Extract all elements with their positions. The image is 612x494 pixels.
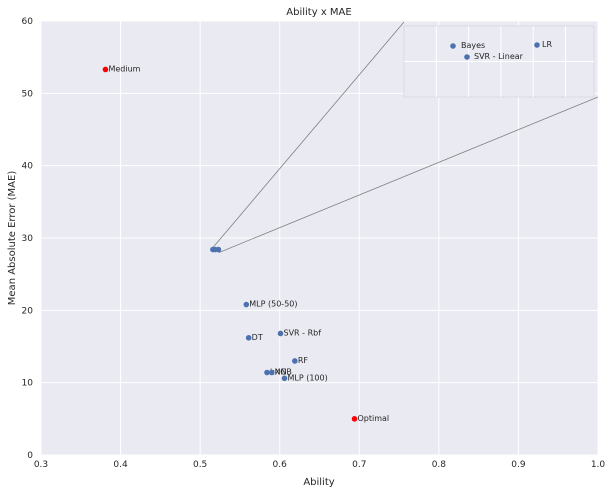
data-point-label: RF: [298, 356, 309, 365]
zoom-connector-line: [218, 96, 599, 253]
x-tick-label: 0.7: [352, 460, 366, 470]
y-axis-title: Mean Absolute Error (MAE): [7, 171, 18, 306]
y-tick-label: 0: [27, 451, 33, 461]
x-tick-label: 0.9: [511, 460, 526, 470]
y-tick-labels: 0 10 20 30 40 50 60: [22, 17, 34, 461]
data-point: [264, 369, 270, 376]
zoom-connectors: [212, 21, 599, 253]
y-tick-label: 50: [22, 89, 34, 99]
grid-lines: [40, 20, 599, 456]
x-axis-title: Ability: [303, 477, 334, 488]
x-tick-label: 0.8: [432, 460, 447, 470]
x-tick-label: 0.3: [34, 460, 48, 470]
inset-point-label: SVR - Linear: [474, 52, 524, 61]
x-tick-label: 0.6: [273, 460, 288, 470]
data-point: [215, 246, 222, 253]
data-point-label: MLP (100): [287, 373, 327, 382]
x-tick-label: 1.0: [591, 460, 606, 470]
data-points: Medium Optimal MLP (50-50) SVR - Rbf DT RF kNN…: [102, 64, 390, 423]
inset-point: [534, 42, 540, 48]
data-point: [351, 416, 358, 422]
zoom-connector-line: [212, 21, 405, 248]
data-point: [281, 375, 288, 382]
y-tick-label: 60: [22, 17, 34, 27]
data-point: [102, 66, 109, 73]
data-point: [277, 330, 284, 337]
inset-point-label: LR: [542, 40, 552, 49]
data-point: [292, 358, 298, 364]
data-point-label: Medium: [108, 64, 140, 73]
data-point-label: Optimal: [358, 414, 390, 423]
data-point: [268, 369, 275, 376]
data-point: [243, 301, 250, 308]
data-point: [245, 335, 252, 341]
y-tick-label: 30: [22, 234, 34, 244]
inset-point: [464, 54, 470, 60]
zoom-inset: Bayes SVR - Linear LR: [403, 25, 595, 98]
inset-point-label: Bayes: [461, 41, 485, 50]
data-point-label: XGB: [275, 368, 292, 377]
inset-point: [450, 43, 456, 49]
data-point-label: DT: [252, 333, 263, 342]
data-point-label: MLP (50-50): [249, 300, 297, 309]
data-point-label: SVR - Rbf: [284, 328, 322, 337]
y-tick-label: 40: [22, 162, 34, 172]
y-tick-label: 10: [22, 379, 34, 389]
x-tick-label: 0.4: [113, 460, 128, 470]
chart-title: Ability x MAE: [286, 7, 351, 18]
x-tick-label: 0.5: [193, 460, 207, 470]
y-tick-label: 20: [22, 306, 34, 316]
x-tick-labels: 0.3 0.4 0.5 0.6 0.7 0.8 0.9 1.0: [34, 460, 606, 470]
data-point-label: kNN: [270, 368, 287, 377]
